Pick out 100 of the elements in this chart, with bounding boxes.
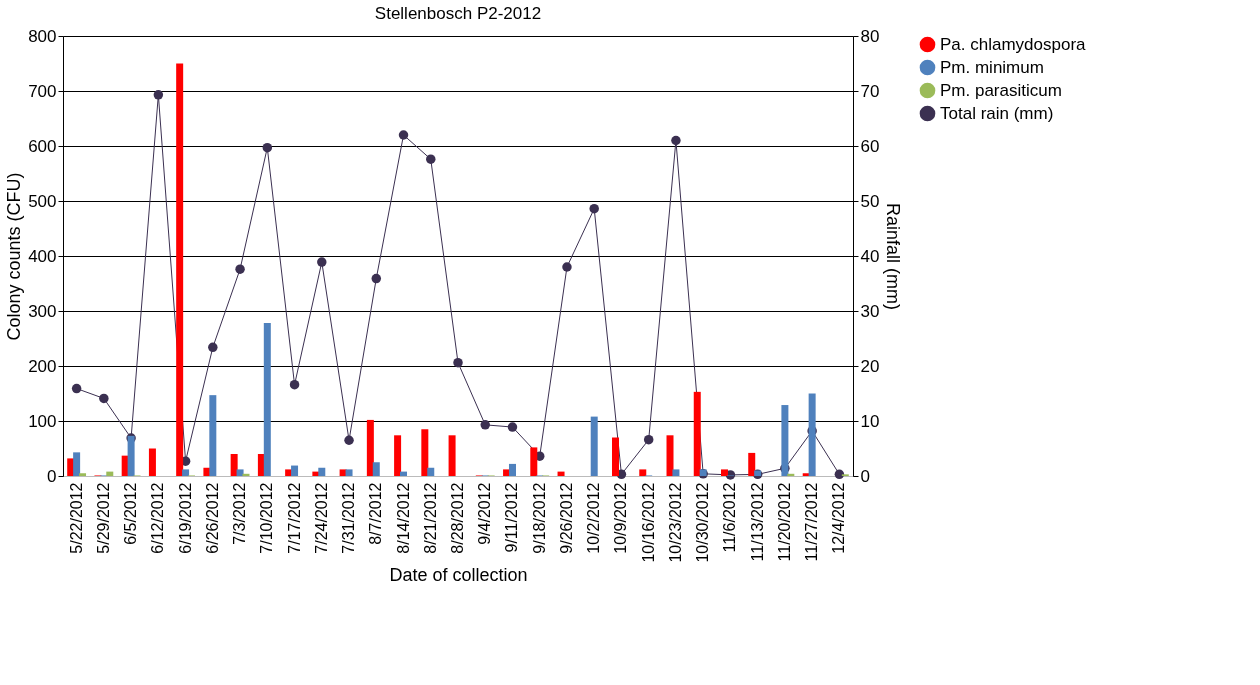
x-tick-label: 5/29/2012: [94, 482, 112, 554]
point: [562, 262, 572, 272]
point: [317, 257, 327, 267]
bar: [263, 323, 271, 476]
x-tick-label: 10/16/2012: [639, 482, 657, 563]
point: [834, 469, 845, 480]
x-tick-label: 8/21/2012: [421, 482, 439, 554]
y2-tick-label: 60: [860, 136, 880, 156]
point: [208, 342, 218, 353]
point: [398, 130, 409, 140]
bar: [372, 462, 380, 476]
bar: [720, 469, 728, 476]
x-tick-label: 10/30/2012: [694, 482, 712, 563]
x-tick-label: 9/4/2012: [476, 482, 494, 545]
x-tick-label: 6/19/2012: [176, 482, 194, 554]
y-axis-title: Colony counts (CFU): [4, 172, 25, 341]
bar: [639, 469, 647, 476]
point: [289, 379, 300, 390]
legend-label: Pm. minimum: [940, 57, 1044, 77]
bar: [612, 437, 620, 476]
x-tick-label: 11/13/2012: [748, 482, 766, 562]
x-tick-label: 7/31/2012: [340, 482, 358, 554]
bar: [666, 435, 674, 476]
bar: [781, 405, 789, 476]
x-tick-label: 5/22/2012: [67, 482, 85, 554]
bar: [672, 469, 680, 476]
bar: [127, 435, 135, 476]
point: [671, 135, 681, 146]
bar: [291, 465, 299, 476]
point: [589, 203, 599, 214]
x-tick-label: 6/12/2012: [149, 482, 167, 554]
bar: [557, 471, 565, 476]
x-tick-label: 11/27/2012: [803, 482, 821, 562]
bar: [754, 470, 762, 476]
point: [480, 420, 490, 430]
y2-tick-label: 50: [860, 191, 880, 211]
y2-tick-label: 80: [860, 26, 880, 46]
y-tick-label: 300: [28, 301, 57, 321]
bar: [808, 393, 816, 476]
y-tick-label: 800: [28, 26, 57, 46]
y-tick-label: 0: [47, 466, 57, 486]
y-tick-label: 600: [28, 136, 57, 156]
bar: [366, 419, 374, 476]
bar: [421, 429, 429, 476]
x-tick-label: 10/23/2012: [666, 482, 684, 563]
bar: [318, 467, 326, 476]
x-tick-label: 9/11/2012: [503, 482, 521, 553]
y2-tick-label: 0: [860, 466, 870, 486]
x-tick-label: 8/7/2012: [367, 482, 385, 545]
point: [426, 154, 436, 164]
x-tick-label: 12/4/2012: [830, 482, 848, 554]
bar: [693, 391, 701, 476]
x-tick-label: 11/20/2012: [775, 482, 793, 562]
point: [99, 393, 109, 404]
y2-tick-label: 40: [860, 246, 880, 266]
x-tick-label: 8/14/2012: [394, 482, 412, 554]
bar: [590, 416, 598, 476]
y-tick-label: 500: [28, 191, 57, 211]
point: [643, 434, 654, 445]
x-tick-label: 6/26/2012: [203, 482, 221, 554]
bar: [427, 467, 435, 476]
x-tick-label: 7/24/2012: [312, 482, 330, 554]
y-tick-label: 200: [28, 356, 57, 376]
legend-label: Pa. chlamydospora: [940, 34, 1087, 54]
y2-tick-label: 20: [860, 356, 880, 376]
y-tick-label: 400: [28, 246, 57, 266]
legend-label: Pm. parasiticum: [940, 80, 1062, 100]
bar: [394, 435, 402, 476]
y2-tick-label: 70: [860, 81, 880, 101]
point: [71, 383, 82, 394]
x-tick-label: 7/17/2012: [285, 482, 303, 554]
point: [153, 90, 164, 100]
y-tick-label: 100: [28, 411, 57, 431]
point: [371, 273, 382, 284]
y2-axis-title: Rainfall (mm): [883, 202, 904, 311]
x-tick-label: 6/5/2012: [122, 482, 140, 545]
x-tick-label: 11/6/2012: [721, 482, 739, 553]
legend-label: Total rain (mm): [940, 103, 1054, 123]
bar: [182, 469, 190, 476]
point: [235, 264, 245, 274]
x-axis-title: Date of collection: [389, 564, 528, 585]
bar: [508, 463, 516, 476]
bar: [209, 395, 217, 476]
bar: [748, 452, 756, 476]
bar: [787, 473, 795, 476]
bar: [230, 454, 238, 476]
bar: [106, 471, 114, 476]
x-tick-label: 9/26/2012: [557, 482, 575, 554]
x-tick-label: 7/3/2012: [231, 482, 249, 545]
point: [453, 357, 463, 368]
bar: [530, 447, 538, 476]
bar: [79, 473, 87, 476]
bar: [448, 435, 456, 476]
point: [344, 435, 354, 445]
x-tick-label: 10/2/2012: [585, 482, 603, 554]
x-tick-label: 8/28/2012: [449, 482, 466, 554]
bar: [242, 473, 250, 476]
x-tick-label: 7/10/2012: [258, 482, 276, 554]
point: [507, 422, 518, 432]
point: [262, 142, 273, 153]
